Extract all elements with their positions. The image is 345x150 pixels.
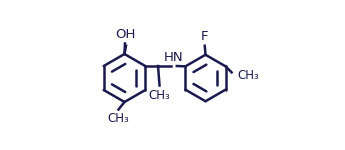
Text: F: F: [201, 30, 208, 43]
Text: CH₃: CH₃: [237, 69, 259, 82]
Text: HN: HN: [164, 51, 184, 64]
Text: CH₃: CH₃: [149, 89, 170, 102]
Text: CH₃: CH₃: [107, 112, 129, 126]
Text: OH: OH: [115, 28, 135, 41]
